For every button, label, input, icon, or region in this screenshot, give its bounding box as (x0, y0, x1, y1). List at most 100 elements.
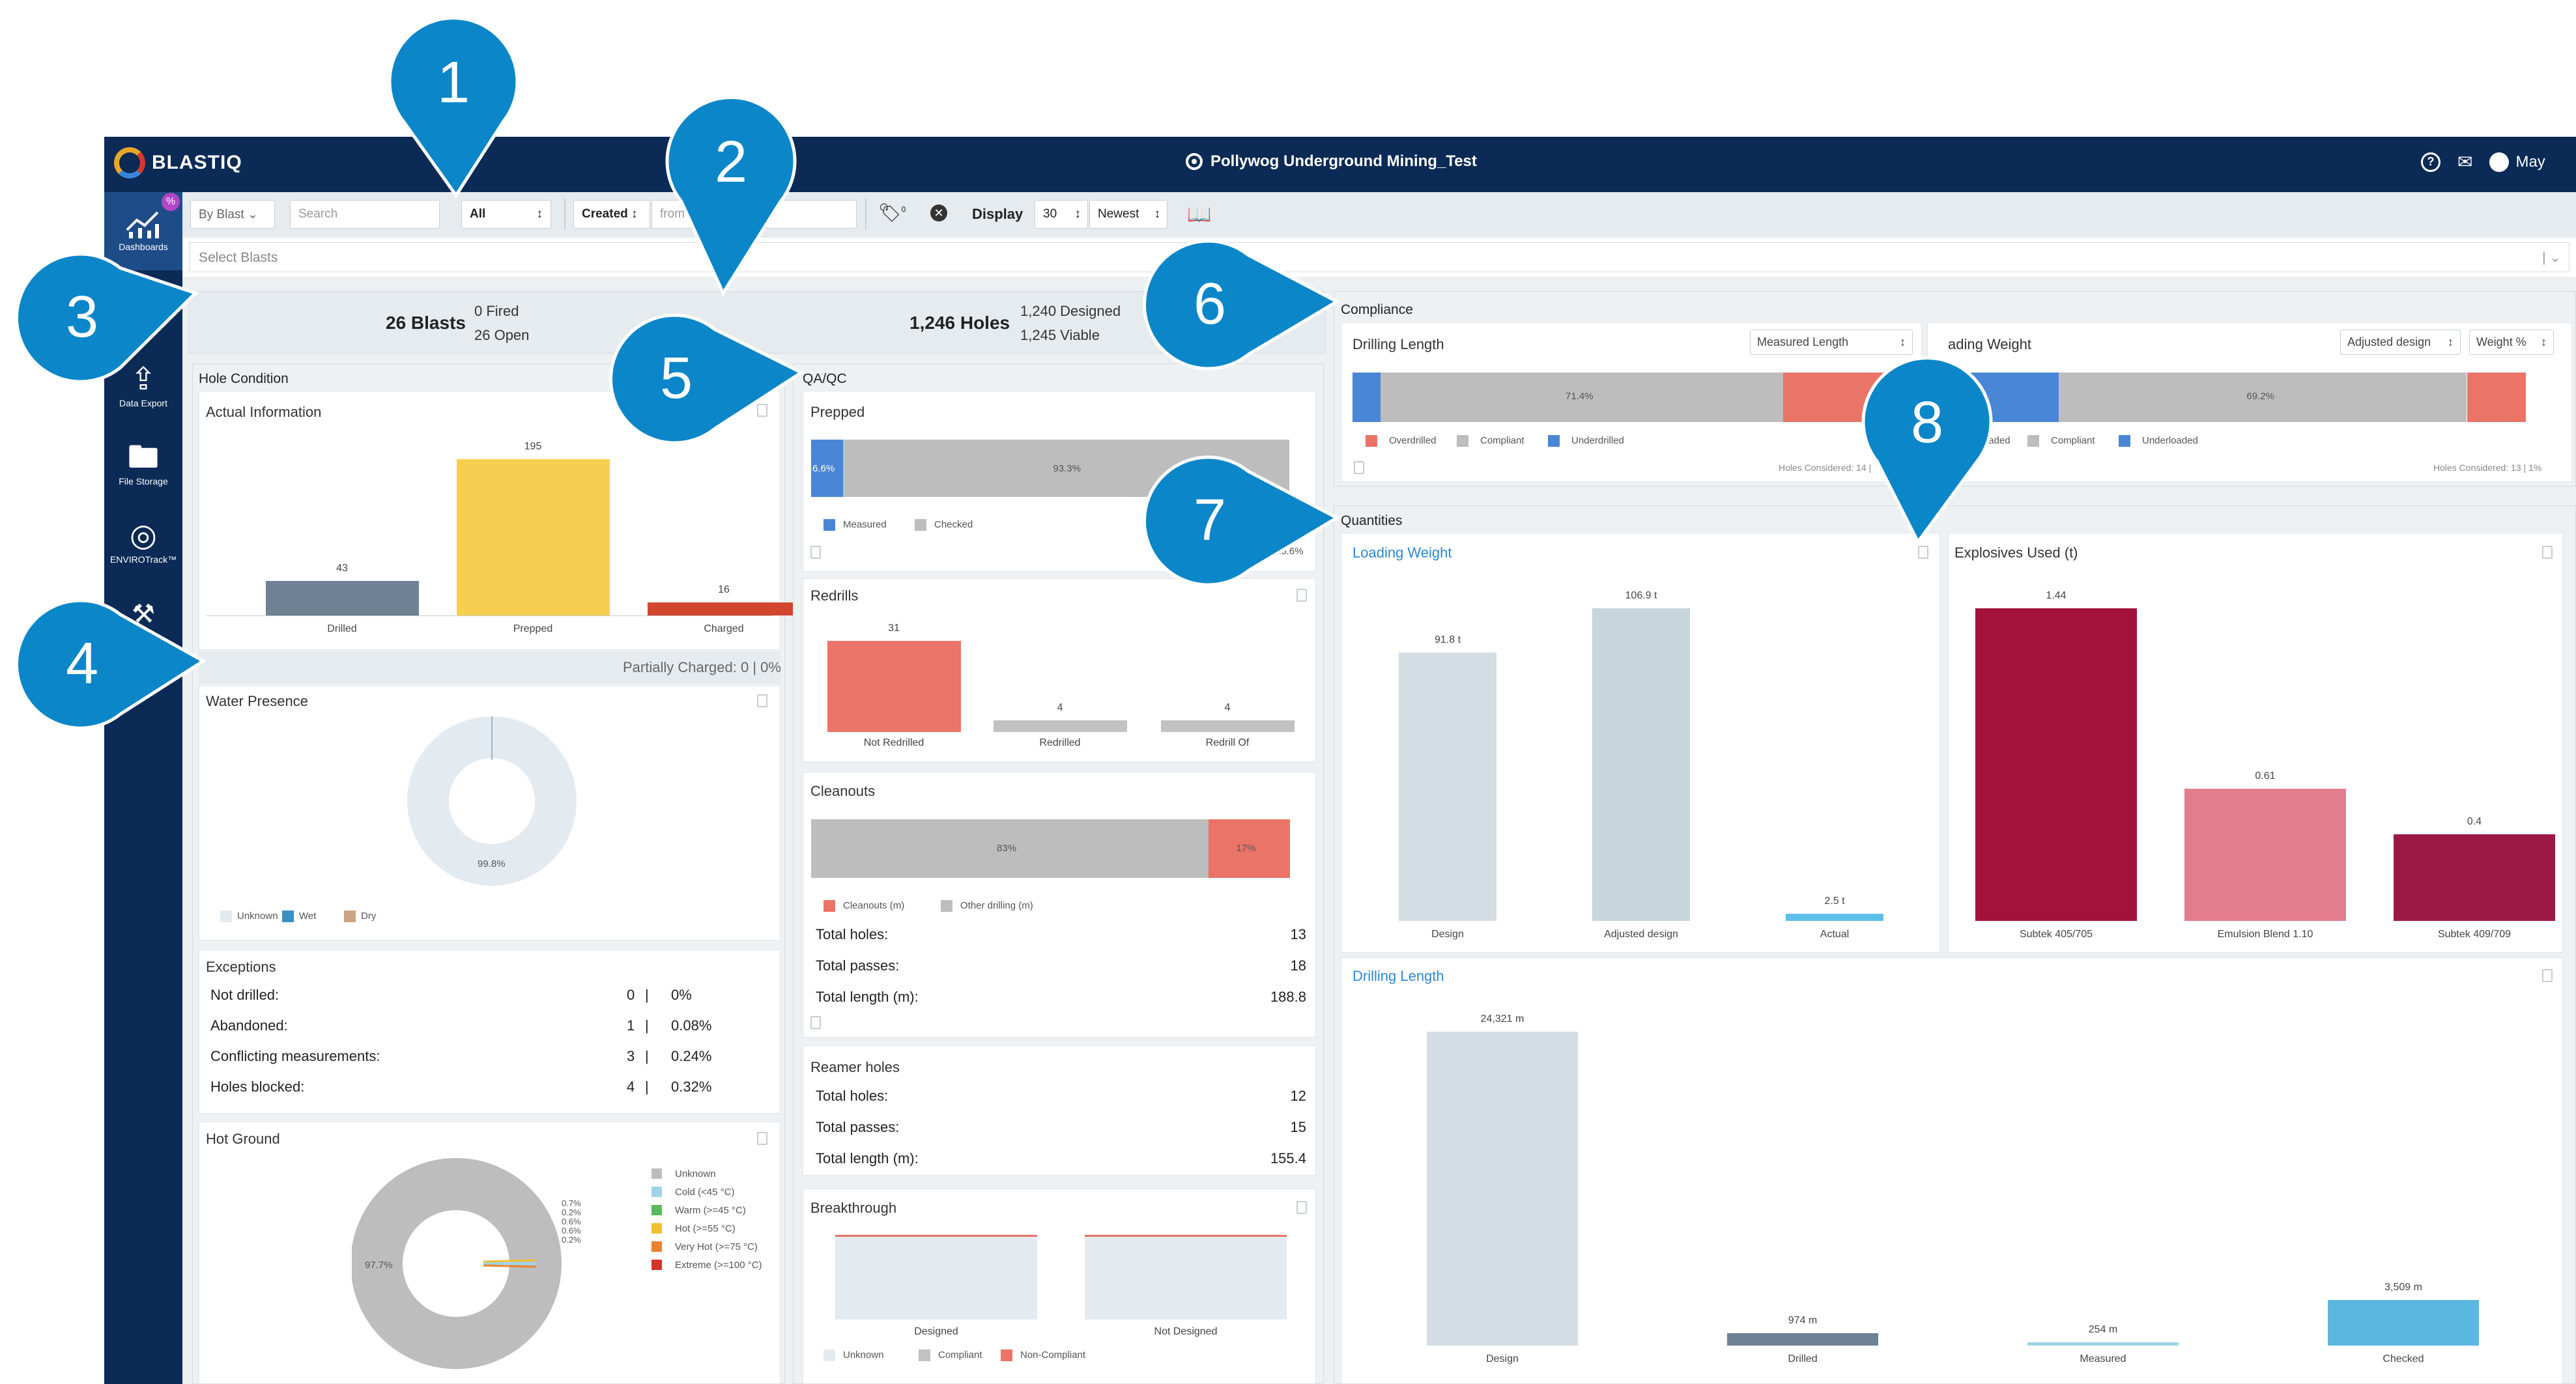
copy-icon[interactable] (1354, 461, 1364, 474)
envirotrack-icon: ◎ (130, 518, 157, 553)
drilling-length-mode-select[interactable]: Measured Length ↕ (1750, 330, 1913, 355)
callout-number: 7 (1193, 488, 1227, 553)
date-from-input[interactable]: from (651, 200, 749, 229)
sidebar-item-file-storage[interactable]: 🖿 File Storage (104, 440, 182, 487)
stat-label: Total holes: (816, 1088, 889, 1104)
exception-separator: | (645, 987, 649, 1003)
prepped-title: Prepped (810, 404, 865, 420)
sidebar-item-label: Dashboards (119, 242, 168, 252)
folder-icon: 🖿 (127, 440, 159, 475)
callout-number: 4 (65, 631, 99, 696)
status-select[interactable]: All ↕ (461, 200, 551, 229)
hot-ground-main-label: 97.7% (365, 1260, 393, 1271)
copy-icon[interactable] (1296, 589, 1307, 602)
actual-information-title: Actual Information (206, 404, 322, 420)
legend-label: Compliant (1480, 435, 1524, 446)
date-type-value: Created (582, 207, 628, 221)
exceptions-title: Exceptions (206, 959, 276, 975)
sidebar-item-data-export[interactable]: ⇪ Data Export (104, 361, 182, 408)
date-type-select[interactable]: Created ↕ (573, 200, 650, 229)
sidebar-item-tools[interactable]: ⚒ (104, 596, 182, 632)
copy-icon[interactable] (757, 694, 767, 707)
segment-underdrilled (1352, 373, 1381, 422)
breakthrough-title: Breakthrough (810, 1200, 897, 1216)
stat-value: 13 (1290, 926, 1306, 942)
segment-overloaded (2467, 373, 2526, 422)
legend-label: Unknown (237, 911, 278, 922)
display-count-select[interactable]: 30 ↕ (1035, 200, 1088, 229)
user-menu[interactable]: May (2489, 152, 2545, 172)
copy-icon[interactable] (1918, 546, 1928, 559)
clear-filters-icon[interactable]: ✕ (930, 205, 947, 221)
loading-weight-title[interactable]: Loading Weight (1352, 544, 1452, 561)
legend-label: Underloaded (2142, 435, 2198, 446)
help-icon[interactable]: ? (2421, 152, 2440, 172)
blastiq-logo[interactable]: BLASTIQ (114, 147, 242, 178)
bar-redrill-of (1160, 720, 1295, 732)
select-blasts-dropdown[interactable]: Select Blasts | ⌄ (189, 242, 2569, 272)
copy-icon[interactable] (810, 1016, 821, 1029)
legend-swatch (1001, 1349, 1012, 1361)
legend-label: Unknown (675, 1168, 716, 1179)
copy-icon[interactable] (1296, 1201, 1307, 1214)
tick-label: Designed (914, 1326, 958, 1337)
legend-label: Overloaded (1960, 435, 2011, 446)
viable-count: 1,245 Viable (1020, 327, 1100, 343)
stat-label: Total passes: (816, 957, 900, 974)
copy-icon[interactable] (2542, 969, 2553, 982)
copy-icon[interactable] (810, 546, 821, 559)
stat-label: Total holes: (816, 926, 889, 942)
legend-swatch (941, 900, 952, 912)
stat-value: 18 (1290, 957, 1306, 974)
tick-label: Drilled (327, 623, 357, 634)
legend-swatch (1548, 435, 1560, 447)
search-input[interactable]: Search (290, 200, 440, 229)
site-title[interactable]: Pollywog Underground Mining_Test (1186, 152, 1477, 171)
sidebar-item-envirotrack[interactable]: ◎ ENVIROTrack™ (104, 518, 182, 565)
legend-label: Extreme (>=100 °C) (675, 1260, 762, 1271)
sort-select[interactable]: Newest ↕ (1089, 200, 1167, 229)
loading-unit-select[interactable]: Weight % ↕ (2469, 330, 2554, 355)
bar-emulsion-blend-1-10 (2184, 788, 2346, 921)
sidebar-item-label: Data Export (119, 398, 167, 408)
hole-condition-title: Hole Condition (199, 371, 289, 386)
data-label: 16 (718, 584, 730, 596)
legend-label: Overdrilled (1389, 435, 1437, 446)
sidebar-item-label: File Storage (119, 476, 168, 487)
data-label: 1.44 (2046, 590, 2067, 601)
legend-label: Compliant (2051, 435, 2095, 446)
exception-label: Conflicting measurements: (210, 1048, 380, 1064)
sidebar-badge: % (162, 193, 180, 211)
copy-icon[interactable] (757, 1132, 767, 1145)
hot-ground-donut (352, 1158, 562, 1369)
date-to-input[interactable]: to (749, 200, 857, 229)
sort-value: Newest (1098, 207, 1139, 221)
by-blast-select[interactable]: By Blast ⌄ (190, 200, 275, 229)
loading-design-value: Adjusted design (2347, 335, 2431, 348)
callout-number: 1 (436, 50, 470, 115)
copy-icon[interactable] (757, 404, 767, 417)
tick-label: Actual (1820, 929, 1850, 940)
drilling-length-title[interactable]: Drilling Length (1352, 968, 1444, 984)
segment-compliant (1381, 373, 1783, 422)
map-book-icon[interactable]: 📖 (1187, 204, 1212, 225)
callout-number: 2 (714, 130, 748, 195)
tag-filter-button[interactable]: 🏷0 (878, 202, 906, 223)
bar-design (1399, 652, 1496, 921)
copy-icon[interactable] (2542, 546, 2553, 559)
bar-measured (2027, 1342, 2179, 1346)
tools-icon: ⚒ (132, 600, 155, 628)
donut-slice-very-hot (483, 1264, 536, 1268)
upload-icon: ⇪ (130, 362, 157, 397)
legend-swatch (651, 1223, 662, 1234)
tag-count: 0 (901, 205, 906, 214)
prepped-footer: 15.6% (1276, 546, 1304, 557)
filter-divider (564, 199, 565, 230)
sidebar-item-dashboards[interactable]: Dashboards (104, 207, 182, 252)
callout-number: 5 (659, 346, 693, 411)
legend-swatch (823, 519, 835, 531)
legend-label: Cold (<45 °C) (675, 1187, 735, 1198)
chat-icon[interactable]: ✉ (2457, 152, 2473, 172)
loading-design-select[interactable]: Adjusted design ↕ (2340, 330, 2461, 355)
location-icon (1186, 153, 1203, 170)
